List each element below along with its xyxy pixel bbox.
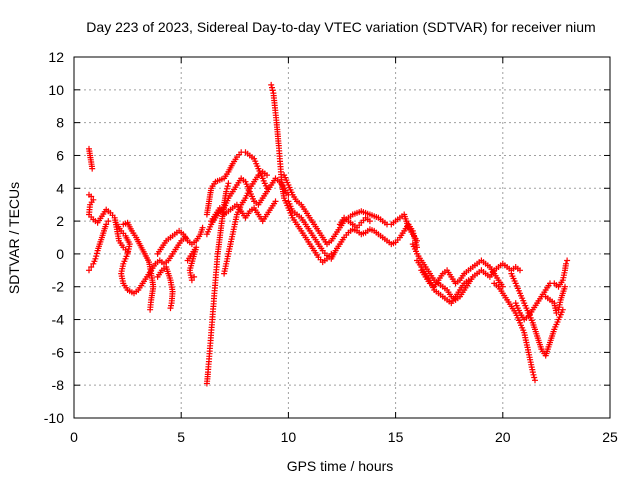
data-point [224, 183, 231, 190]
data-point [553, 310, 560, 316]
data-point [199, 224, 206, 231]
data-point [562, 283, 568, 290]
data-point [147, 306, 154, 313]
data-point [223, 185, 230, 192]
data-point [223, 188, 230, 195]
data-point [264, 172, 270, 179]
data-point [530, 371, 537, 378]
data-point [532, 377, 538, 384]
data-point [465, 277, 472, 284]
grid-lines [74, 57, 610, 418]
y-tick-label: -2 [52, 279, 65, 295]
axes: 0 5 10 15 20 25 -10 -8 -6 -4 -2 0 2 4 6 8 10 12 [44, 49, 618, 445]
data-point [564, 257, 571, 264]
y-tick-label: -10 [44, 410, 64, 426]
y-tick-label: 4 [56, 180, 64, 196]
x-tick-label: 10 [281, 429, 297, 445]
data-point [88, 193, 95, 200]
plot-frame [73, 56, 611, 419]
y-tick-label: 12 [48, 49, 64, 65]
y-tick-label: 2 [56, 213, 64, 229]
data-point [517, 267, 523, 274]
data-point [167, 305, 174, 312]
y-tick-label: -8 [52, 377, 65, 393]
data-point [529, 369, 536, 376]
data-point [188, 277, 195, 284]
data-point [103, 221, 110, 228]
y-axis-label: SDTVAR / TECUs [6, 182, 22, 294]
x-tick-label: 20 [495, 429, 511, 445]
data-point [268, 81, 275, 88]
data-point [182, 234, 189, 241]
y-tick-label: 0 [56, 246, 64, 262]
data-point [531, 374, 538, 381]
y-tick-label: 8 [56, 115, 64, 131]
y-tick-label: 6 [56, 147, 64, 163]
data-series [86, 81, 571, 387]
x-tick-label: 5 [177, 429, 185, 445]
chart-title: Day 223 of 2023, Sidereal Day-to-day VTE… [86, 19, 595, 35]
x-tick-label: 15 [388, 429, 404, 445]
data-point [272, 198, 279, 205]
data-point [269, 84, 275, 91]
data-point [269, 87, 276, 94]
data-point [93, 253, 100, 260]
x-tick-label: 25 [602, 429, 618, 445]
data-point [93, 250, 100, 257]
data-point [105, 218, 112, 225]
data-point [191, 273, 198, 280]
data-point [88, 264, 95, 270]
data-point [366, 218, 373, 225]
data-point [86, 267, 92, 274]
y-tick-label: 10 [48, 82, 64, 98]
data-point [563, 260, 569, 267]
data-point [89, 165, 96, 172]
x-tick-label: 0 [70, 429, 78, 445]
data-point [225, 180, 232, 187]
x-axis-label: GPS time / hours [287, 458, 394, 474]
data-point [92, 255, 99, 262]
y-tick-label: -4 [52, 312, 65, 328]
y-tick-label: -6 [52, 344, 65, 360]
